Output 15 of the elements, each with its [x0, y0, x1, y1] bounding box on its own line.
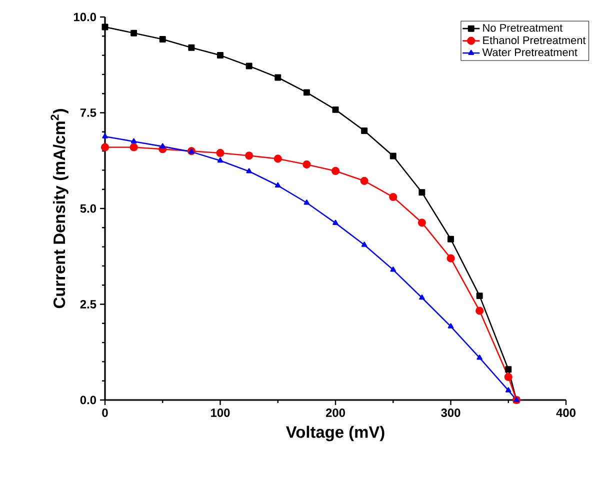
- x-tick-label: 300: [441, 408, 460, 417]
- y-tick-label: 10.0: [74, 12, 96, 22]
- x-axis-title: Voltage (mV): [286, 426, 384, 442]
- legend-label: Water Pretreatment: [482, 48, 578, 56]
- x-tick-label: 100: [211, 408, 230, 417]
- y-axis-title: Current Density (mA/cm$^{2}$): [50, 109, 68, 308]
- y-tick-label: 2.5: [80, 300, 96, 308]
- x-tick-label: 200: [326, 408, 345, 417]
- y-tick-label: 5.0: [80, 204, 96, 213]
- x-tick-label: 400: [556, 408, 576, 417]
- legend-label: No Pretreatment: [483, 24, 563, 32]
- y-tick-label: 7.5: [80, 108, 96, 117]
- y-tick-label: 0.0: [80, 396, 96, 404]
- x-tick-label: 0: [102, 408, 108, 417]
- legend-label: Ethanol Pretreatment: [483, 36, 586, 44]
